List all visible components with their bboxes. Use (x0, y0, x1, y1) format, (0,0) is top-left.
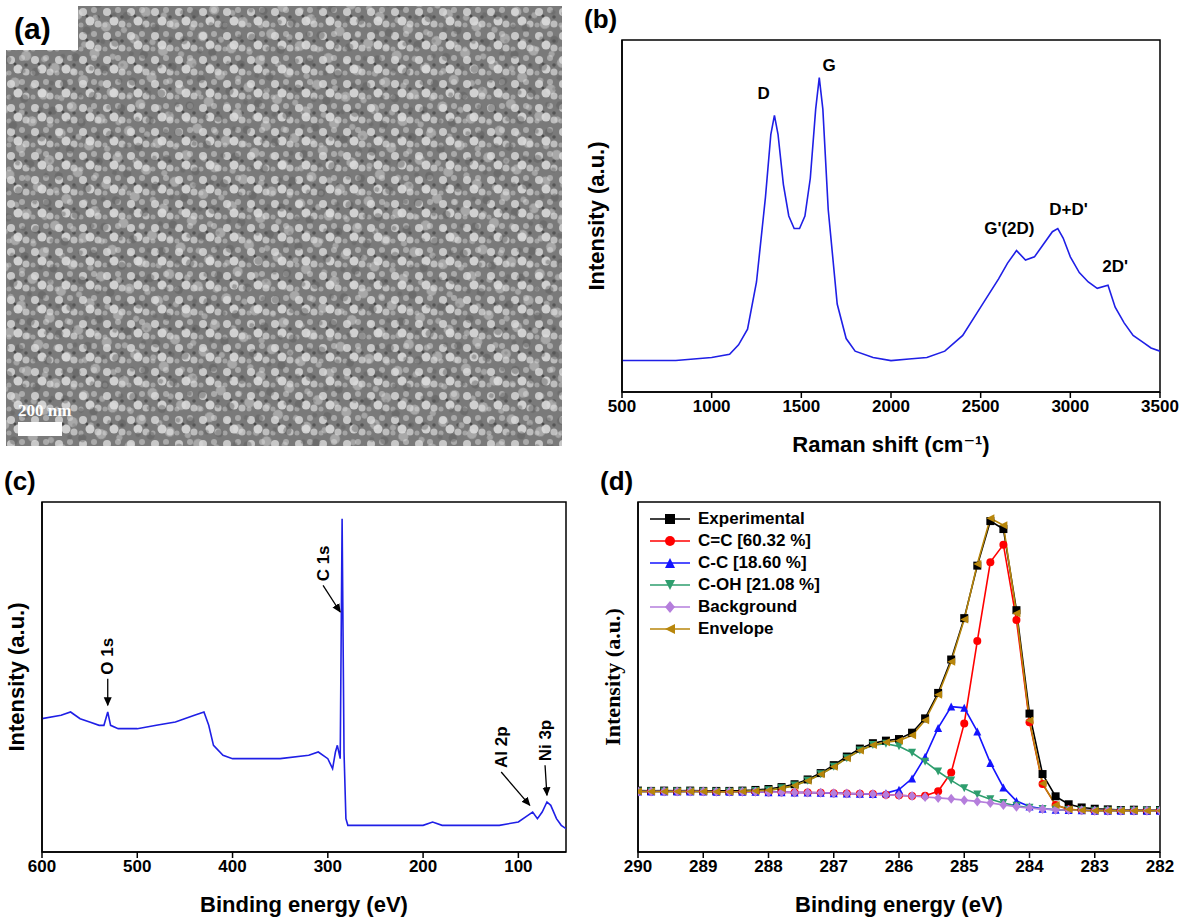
svg-text:300: 300 (314, 857, 342, 876)
svg-text:288: 288 (754, 857, 782, 876)
svg-text:D+D': D+D' (1049, 200, 1088, 219)
html-text:(b): (b) (584, 4, 618, 34)
svg-text:282: 282 (1146, 857, 1174, 876)
svg-text:1000: 1000 (693, 397, 731, 416)
svg-text:O 1s: O 1s (98, 638, 117, 675)
svg-text:500: 500 (123, 857, 151, 876)
svg-text:G'(2D): G'(2D) (984, 219, 1034, 238)
svg-text:Intensity (a.u.): Intensity (a.u.) (600, 608, 625, 746)
svg-text:289: 289 (689, 857, 717, 876)
svg-text:2000: 2000 (872, 397, 910, 416)
svg-text:290: 290 (624, 857, 652, 876)
svg-text:200 nm: 200 nm (18, 401, 71, 420)
svg-text:100: 100 (504, 857, 532, 876)
html-text:C-OH [21.08 %]: C-OH [21.08 %] (698, 575, 820, 594)
svg-text:283: 283 (1081, 857, 1109, 876)
svg-text:Ni 3p: Ni 3p (536, 720, 555, 762)
svg-text:Intensity (a.u.): Intensity (a.u.) (4, 602, 29, 751)
svg-text:286: 286 (885, 857, 913, 876)
html-text:Envelope: Envelope (698, 619, 774, 638)
svg-text:400: 400 (218, 857, 246, 876)
svg-text:285: 285 (950, 857, 978, 876)
html-text:(c): (c) (4, 466, 36, 496)
svg-text:(a): (a) (14, 12, 51, 45)
svg-text:284: 284 (1015, 857, 1044, 876)
svg-text:Raman shift (cm⁻¹): Raman shift (cm⁻¹) (792, 432, 989, 457)
svg-text:2500: 2500 (962, 397, 1000, 416)
svg-text:D: D (758, 84, 770, 103)
html-text:C=C [60.32 %]: C=C [60.32 %] (698, 531, 811, 550)
html-text:C-C [18.60 %]: C-C [18.60 %] (698, 553, 807, 572)
html-text:Experimental: Experimental (698, 509, 805, 528)
svg-text:Intensity (a.u.): Intensity (a.u.) (584, 141, 609, 290)
svg-text:600: 600 (28, 857, 56, 876)
svg-text:2D': 2D' (1102, 257, 1128, 276)
svg-text:287: 287 (820, 857, 848, 876)
svg-text:G: G (823, 56, 836, 75)
svg-text:3000: 3000 (1051, 397, 1089, 416)
svg-text:500: 500 (608, 397, 636, 416)
svg-text:Binding energy (eV): Binding energy (eV) (200, 892, 408, 917)
svg-text:3500: 3500 (1141, 397, 1179, 416)
svg-text:200: 200 (409, 857, 437, 876)
svg-text:Al 2p: Al 2p (492, 726, 511, 768)
html-text:(d): (d) (600, 466, 634, 496)
svg-text:1500: 1500 (782, 397, 820, 416)
html-text:Background: Background (698, 597, 798, 616)
svg-text:Binding energy (eV): Binding energy (eV) (795, 892, 1003, 917)
svg-text:C 1s: C 1s (314, 545, 333, 581)
